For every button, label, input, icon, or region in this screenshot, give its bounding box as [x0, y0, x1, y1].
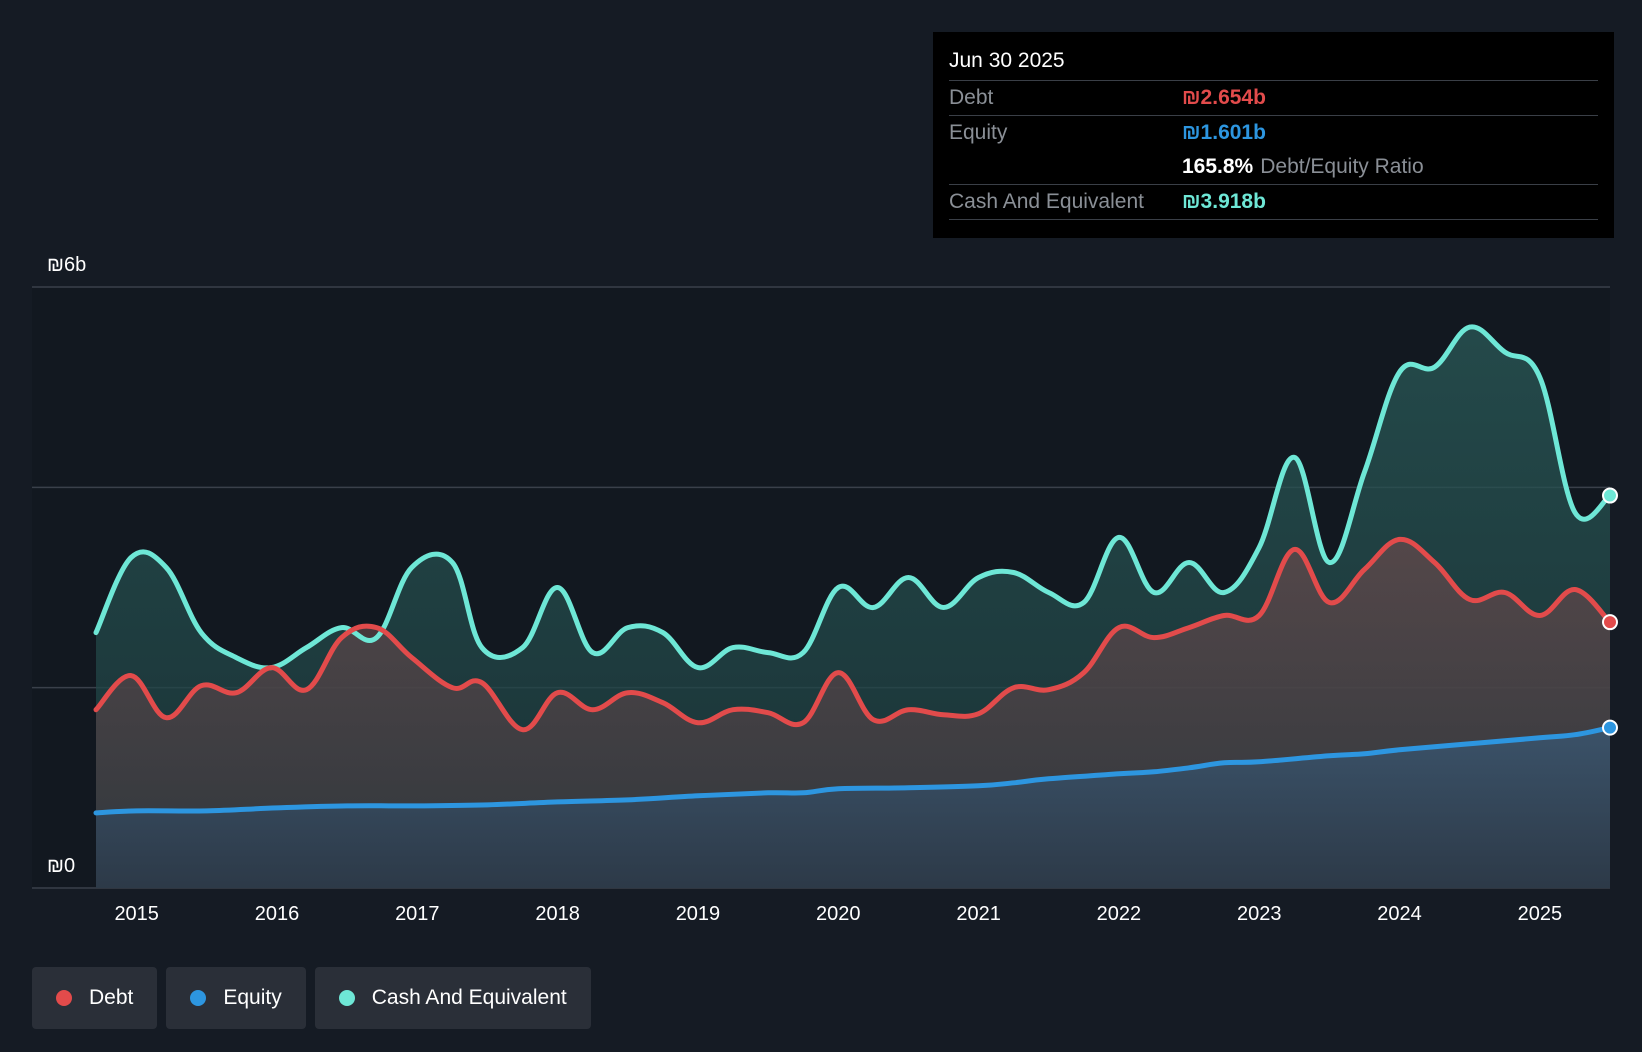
tooltip-row-ratio: 165.8% Debt/Equity Ratio [949, 150, 1598, 185]
equity-dot-icon [190, 990, 207, 1006]
tooltip-date: Jun 30 2025 [949, 46, 1598, 81]
chart-tooltip: Jun 30 2025 Debt ₪2.654b Equity ₪1.601b … [933, 32, 1614, 238]
debt-end-marker [1602, 614, 1618, 631]
cash-dot-icon [338, 990, 355, 1006]
equity-line [93, 725, 1613, 816]
tooltip-ratio-label: Debt/Equity Ratio [1260, 155, 1424, 178]
cash-end-marker [1602, 487, 1618, 504]
debt-dot-icon [56, 990, 72, 1006]
legend-item-cash[interactable]: Cash And Equivalent [314, 967, 591, 1029]
x-tick-label-2019: 2019 [676, 903, 721, 925]
x-tick-label-2025: 2025 [1518, 903, 1563, 925]
legend-label-cash: Cash And Equivalent [371, 986, 567, 1009]
tooltip-debt-value: ₪2.654b [1182, 86, 1266, 109]
y-axis-top-label: ₪6b [47, 254, 86, 276]
x-tick-label-2020: 2020 [816, 903, 861, 925]
tooltip-cash-label: Cash And Equivalent [949, 190, 1144, 213]
y-axis-bottom-label: ₪0 [47, 855, 75, 877]
tooltip-equity-label: Equity [949, 121, 1008, 144]
legend-label-equity: Equity [223, 986, 282, 1009]
legend-label-debt: Debt [89, 986, 134, 1009]
legend-item-debt[interactable]: Debt [32, 967, 158, 1029]
tooltip-ratio-value: 165.8% [1182, 155, 1254, 178]
x-tick-label-2016: 2016 [255, 903, 300, 925]
x-tick-label-2023: 2023 [1237, 903, 1282, 925]
tooltip-row-cash: Cash And Equivalent ₪3.918b [949, 185, 1598, 220]
tooltip-cash-value: ₪3.918b [1182, 190, 1266, 213]
equity-area [96, 727, 1610, 888]
equity-end-marker [1602, 719, 1618, 736]
x-tick-label-2018: 2018 [535, 903, 580, 925]
cash-line [93, 324, 1613, 671]
tooltip-debt-label: Debt [949, 86, 994, 109]
debt-line [93, 536, 1613, 733]
x-tick-label-2015: 2015 [114, 903, 159, 925]
x-tick-label-2017: 2017 [395, 903, 440, 925]
legend-item-equity[interactable]: Equity [166, 967, 306, 1029]
tooltip-row-debt: Debt ₪2.654b [949, 81, 1598, 116]
chart-legend: Debt Equity Cash And Equivalent [32, 967, 591, 1029]
tooltip-row-equity: Equity ₪1.601b [949, 116, 1598, 150]
x-tick-label-2024: 2024 [1377, 903, 1422, 925]
x-tick-label-2021: 2021 [956, 903, 1001, 925]
tooltip-equity-value: ₪1.601b [1182, 121, 1266, 144]
x-tick-label-2022: 2022 [1097, 903, 1142, 925]
